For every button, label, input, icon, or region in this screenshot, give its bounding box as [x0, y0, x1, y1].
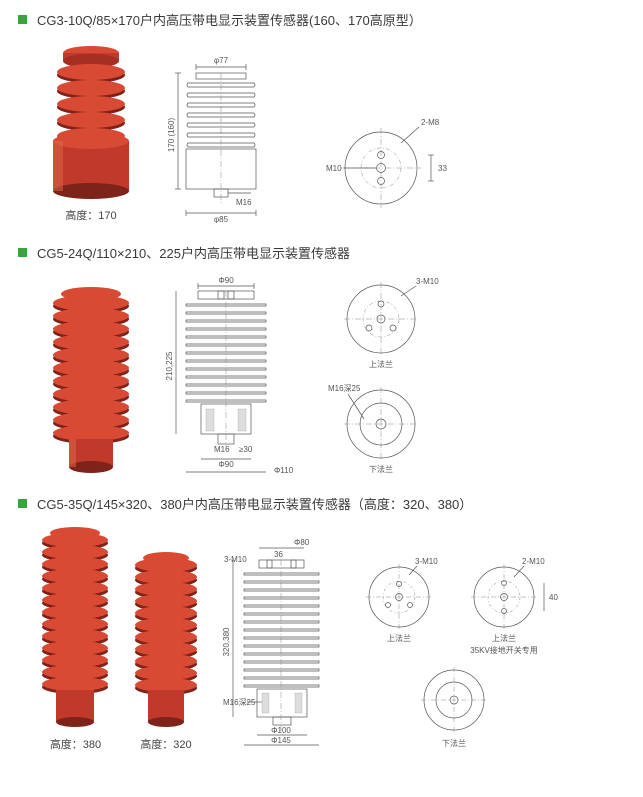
dim-mid-dia: Φ90	[218, 460, 234, 469]
right-dim: 40	[549, 593, 558, 602]
product-photo-380: 高度：380	[38, 525, 113, 752]
dimension-drawing: φ77 170	[166, 53, 286, 223]
dim-height: 320,380	[222, 627, 231, 656]
heading-text: CG5-35Q/145×320、380户内高压带电显示装置传感器（高度：320、…	[37, 494, 472, 513]
dim-bot-dia: Φ145	[271, 736, 291, 745]
dimension-drawing: Φ80 36 3-M10	[219, 537, 339, 752]
flange-right-note: 35KV接地开关专用	[470, 645, 538, 655]
dim-thread: M16深25	[223, 698, 256, 707]
heading-row: CG3-10Q/85×170户内高压带电显示装置传感器(160、170高原型）	[18, 10, 625, 29]
dim-height: 170 (160)	[167, 118, 176, 153]
flange-right-label: 上法兰	[492, 633, 516, 643]
dim-svg: Φ90	[166, 274, 296, 474]
product-caption: 高度：170	[65, 207, 116, 223]
flange-top-svg: 3-M10 上法兰	[326, 274, 456, 369]
dim-thread-d: ≥30	[239, 445, 253, 454]
product-caption: 高度：320	[140, 736, 191, 752]
content-row: 高度：380	[18, 525, 625, 752]
heading-text: CG5-24Q/110×210、225户内高压带电显示装置传感器	[37, 243, 350, 262]
flange-bot-svg: 下法兰	[412, 660, 507, 752]
right-holes: 2-M10	[522, 557, 545, 566]
insulator-svg	[46, 284, 136, 474]
dimension-drawing: Φ90	[166, 274, 296, 474]
flange-left-label: 上法兰	[387, 633, 411, 643]
left-holes: 3-M10	[415, 557, 438, 566]
dim-top-dia: φ77	[214, 56, 229, 65]
top-holes: 3-M10	[416, 277, 439, 286]
flange-bot-label: 下法兰	[442, 738, 466, 748]
section-cg3-10q: CG3-10Q/85×170户内高压带电显示装置传感器(160、170高原型）	[18, 10, 625, 223]
dim-top-dia: Φ80	[294, 538, 310, 547]
bullet-icon	[18, 499, 27, 508]
dim-top-holes: 3-M10	[224, 555, 247, 564]
dim-height: 210,225	[166, 351, 174, 380]
content-row: Φ90	[18, 274, 625, 474]
heading-row: CG5-24Q/110×210、225户内高压带电显示装置传感器	[18, 243, 625, 262]
flange-drawings: 3-M10 上法兰 M16深25 下法兰	[326, 274, 456, 474]
product-photo: 高度：170	[46, 41, 136, 223]
flange-bot-svg: M16深25 下法兰	[326, 379, 456, 474]
dim-thread: M16	[214, 445, 230, 454]
insulator-svg	[131, 550, 201, 730]
flange-drawings: 3-M10 上法兰 2-M10	[357, 555, 562, 752]
dim-bot-dia: φ85	[214, 215, 229, 223]
dim-mid-dia: Φ100	[271, 726, 291, 735]
flange-left-svg: 3-M10 上法兰	[357, 555, 452, 650]
flange-bot-label: 下法兰	[369, 464, 393, 474]
section-cg5-24q: CG5-24Q/110×210、225户内高压带电显示装置传感器	[18, 243, 625, 474]
dim-bot-dia: Φ110	[274, 466, 294, 474]
center-label: M10	[326, 164, 342, 173]
holes-label: 2-M8	[421, 118, 440, 127]
insulator-svg	[38, 525, 113, 730]
heading-row: CG5-35Q/145×320、380户内高压带电显示装置传感器（高度：320、…	[18, 494, 625, 513]
topview-svg: 2-M8 M10 33	[316, 113, 456, 223]
bot-holes: M16深25	[328, 384, 361, 393]
dim-top-dia: Φ90	[218, 276, 234, 285]
product-photo-320: 高度：320	[131, 550, 201, 752]
content-row: 高度：170 φ77	[18, 41, 625, 223]
flange-right-svg: 2-M10 40 上法兰 35KV接地开关专用	[462, 555, 562, 660]
product-caption: 高度：380	[50, 736, 101, 752]
product-photo	[46, 284, 136, 474]
dim-thread: M16	[236, 198, 252, 207]
insulator-svg	[46, 41, 136, 201]
radius-dim: 33	[438, 164, 447, 173]
dim-svg: φ77 170	[166, 53, 286, 223]
heading-text: CG3-10Q/85×170户内高压带电显示装置传感器(160、170高原型）	[37, 10, 422, 29]
dim-svg: Φ80 36 3-M10	[219, 537, 339, 752]
dim-top-off: 36	[274, 550, 283, 559]
flange-top-label: 上法兰	[369, 359, 393, 369]
section-cg5-35q: CG5-35Q/145×320、380户内高压带电显示装置传感器（高度：320、…	[18, 494, 625, 752]
bullet-icon	[18, 15, 27, 24]
topview-drawing: 2-M8 M10 33	[316, 113, 456, 223]
bullet-icon	[18, 248, 27, 257]
